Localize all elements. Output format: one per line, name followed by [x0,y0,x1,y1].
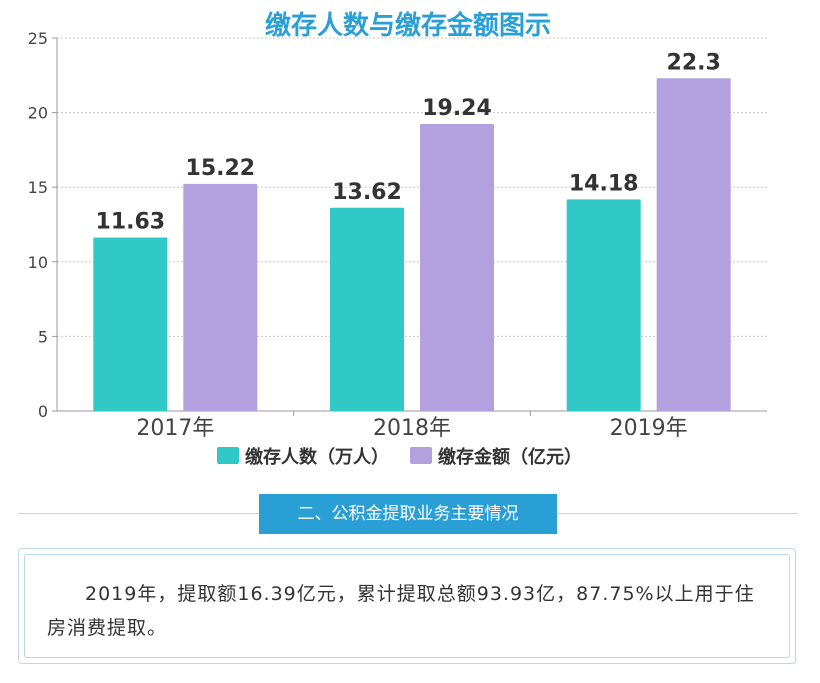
data-label: 13.62 [332,180,402,205]
y-axis-ticks: 0 5 10 15 20 25 [28,29,57,421]
legend-label-amount: 缴存金额（亿元） [438,446,582,468]
bars [93,78,731,411]
x-axis-ticks: 2017年 2018年 2019年 [136,411,688,441]
section-header: 二、公积金提取业务主要情况 [259,494,557,534]
summary-text: 2019年，提取额16.39亿元，累计提取总额93.93亿，87.75%以上用于… [47,583,755,639]
x-tick-label: 2017年 [136,416,214,441]
bar-amount-2018年 [420,123,494,411]
y-tick-label: 10 [28,253,48,272]
x-tick-label: 2018年 [373,416,451,441]
y-tick-label: 15 [28,178,48,197]
data-label: 19.24 [422,96,492,121]
data-label: 22.3 [667,50,721,75]
summary-box-inner: 2019年，提取额16.39亿元，累计提取总额93.93亿，87.75%以上用于… [24,554,790,658]
y-tick-label: 25 [28,29,48,48]
bar-chart: 缴存人数与缴存金额图示 0 5 10 15 20 25 2017年 2018年 2019年 1… [28,10,767,468]
x-tick-label: 2019年 [610,416,688,441]
value-labels: 11.63 15.22 13.62 19.24 14.18 22.3 [96,50,721,234]
y-tick-label: 5 [38,327,48,346]
data-label: 14.18 [569,171,639,196]
summary-box: 2019年，提取额16.39亿元，累计提取总额93.93亿，87.75%以上用于… [18,548,796,664]
bar-amount-2019年 [656,78,731,411]
bar-people-2019年 [566,199,641,411]
y-tick-label: 0 [38,402,48,421]
bar-people-2017年 [93,237,168,411]
y-tick-label: 20 [28,104,48,123]
bar-amount-2017年 [183,183,258,411]
legend-swatch-amount [410,447,432,464]
legend-swatch-people [217,447,239,464]
bar-people-2018年 [330,207,404,411]
data-label: 11.63 [96,209,166,234]
legend-label-people: 缴存人数（万人） [245,446,389,468]
chart-title: 缴存人数与缴存金额图示 [265,10,551,41]
legend: 缴存人数（万人） 缴存金额（亿元） [217,446,582,468]
data-label: 15.22 [186,156,256,181]
